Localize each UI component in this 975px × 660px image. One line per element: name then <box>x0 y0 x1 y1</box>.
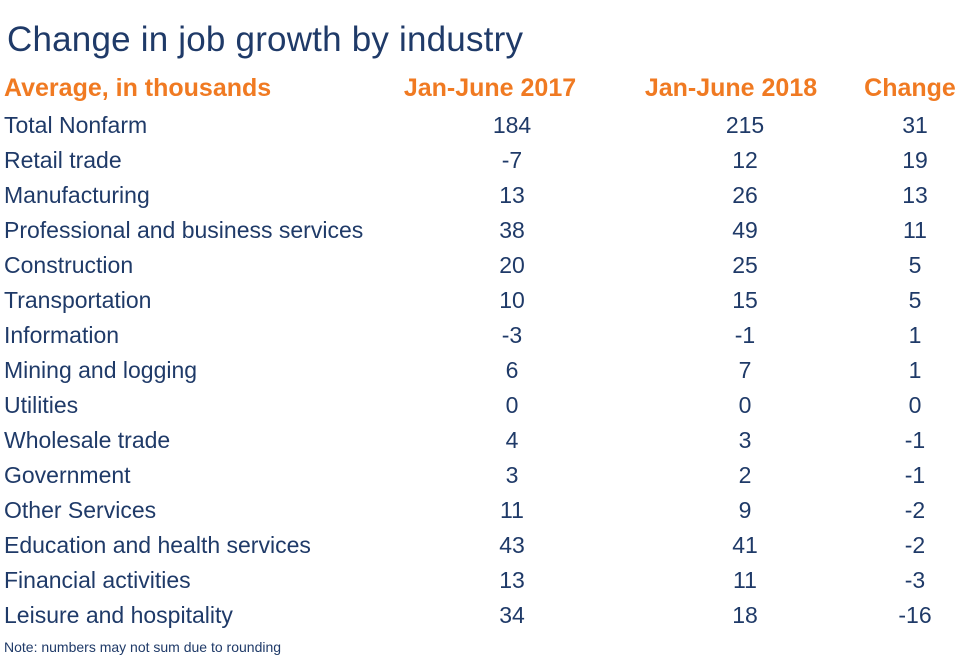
value-change: -2 <box>904 532 926 558</box>
value-2017: 184 <box>492 112 532 138</box>
value-2018: 15 <box>732 287 758 313</box>
value-2018: 11 <box>733 567 757 593</box>
value-change: -3 <box>904 567 926 593</box>
table-header-row: Average, in thousands Jan-June 2017 Jan-… <box>0 68 975 108</box>
value-2017: 10 <box>499 287 525 313</box>
value-2018: 18 <box>732 602 758 628</box>
value-2018: 26 <box>732 182 758 208</box>
value-change: 19 <box>902 147 928 173</box>
row-label: Wholesale trade <box>4 427 171 453</box>
row-label: Information <box>4 322 120 348</box>
value-change: 31 <box>902 112 928 138</box>
table-row: Information -3 -1 1 <box>0 318 975 353</box>
value-change: 5 <box>908 287 922 313</box>
table-row: Financial activities 13 11 -3 <box>0 563 975 598</box>
table-row: Other Services 11 9 -2 <box>0 493 975 528</box>
value-2018: 41 <box>732 532 758 558</box>
value-2018: 12 <box>732 147 758 173</box>
value-2018: 2 <box>738 462 752 488</box>
value-change: -16 <box>898 602 932 628</box>
value-2017: 13 <box>499 567 525 593</box>
row-label: Construction <box>4 252 134 278</box>
value-change: -2 <box>904 497 926 523</box>
value-2017: 43 <box>499 532 525 558</box>
value-2017: 34 <box>499 602 525 628</box>
value-2018: 9 <box>738 497 752 523</box>
value-2017: 38 <box>499 217 525 243</box>
column-header-2017: Jan-June 2017 <box>403 74 577 102</box>
table-body: Total Nonfarm 184 215 31 Retail trade -7 12 19 M… <box>0 108 975 633</box>
value-change: 5 <box>908 252 922 278</box>
column-header-category: Average, in thousands <box>4 74 272 102</box>
row-label: Transportation <box>4 287 152 313</box>
value-2017: 0 <box>505 392 519 418</box>
value-2018: 0 <box>738 392 752 418</box>
chart-title: Change in job growth by industry <box>7 20 524 59</box>
value-2017: 4 <box>505 427 519 453</box>
row-label: Government <box>4 462 131 488</box>
column-header-change: Change <box>864 74 956 102</box>
row-label: Utilities <box>4 392 79 418</box>
value-2017: 11 <box>500 497 524 523</box>
table-row: Education and health services 43 41 -2 <box>0 528 975 563</box>
row-label: Professional and business services <box>4 217 364 243</box>
data-table: Average, in thousands Jan-June 2017 Jan-… <box>0 68 975 633</box>
table-row: Manufacturing 13 26 13 <box>0 178 975 213</box>
table-row: Transportation 10 15 5 <box>0 283 975 318</box>
value-2017: 20 <box>499 252 525 278</box>
value-change: 13 <box>902 182 928 208</box>
column-header-2018: Jan-June 2018 <box>644 74 818 102</box>
value-change: -1 <box>904 462 926 488</box>
table-row: Mining and logging 6 7 1 <box>0 353 975 388</box>
table-row: Retail trade -7 12 19 <box>0 143 975 178</box>
value-2017: -7 <box>501 147 523 173</box>
row-label: Total Nonfarm <box>4 112 148 138</box>
row-label: Mining and logging <box>4 357 198 383</box>
value-2018: 3 <box>738 427 752 453</box>
value-change: -1 <box>904 427 926 453</box>
table-row: Total Nonfarm 184 215 31 <box>0 108 975 143</box>
row-label: Leisure and hospitality <box>4 602 233 628</box>
value-2017: 3 <box>505 462 519 488</box>
value-2017: 13 <box>499 182 525 208</box>
value-change: 11 <box>903 217 927 243</box>
value-2017: -3 <box>501 322 523 348</box>
value-2017: 6 <box>505 357 519 383</box>
table-row: Leisure and hospitality 34 18 -16 <box>0 598 975 633</box>
table-row: Government 3 2 -1 <box>0 458 975 493</box>
table-row: Utilities 0 0 0 <box>0 388 975 423</box>
value-2018: 49 <box>732 217 758 243</box>
table-row: Wholesale trade 4 3 -1 <box>0 423 975 458</box>
value-change: 1 <box>908 322 922 348</box>
row-label: Manufacturing <box>4 182 150 208</box>
row-label: Education and health services <box>4 532 311 558</box>
value-2018: 215 <box>725 112 765 138</box>
value-change: 0 <box>908 392 922 418</box>
footnote: Note: numbers may not sum due to roundin… <box>4 639 282 655</box>
table-row: Construction 20 25 5 <box>0 248 975 283</box>
row-label: Retail trade <box>4 147 122 173</box>
value-2018: -1 <box>734 322 756 348</box>
value-2018: 7 <box>738 357 752 383</box>
row-label: Other Services <box>4 497 157 523</box>
table-row: Professional and business services 38 49 11 <box>0 213 975 248</box>
value-2018: 25 <box>732 252 758 278</box>
row-label: Financial activities <box>4 567 191 593</box>
value-change: 1 <box>908 357 922 383</box>
